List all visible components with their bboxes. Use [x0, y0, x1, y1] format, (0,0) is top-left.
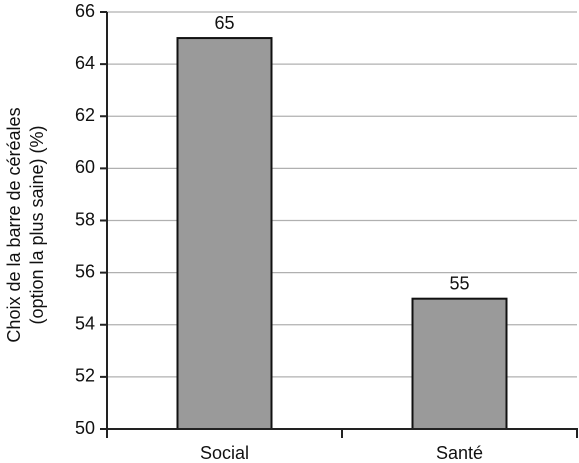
y-tick-label: 52 — [75, 366, 95, 386]
data-label: 55 — [449, 273, 469, 293]
x-tick-label: Santé — [436, 443, 483, 463]
y-axis-title-line: Choix de la barre de céréales — [4, 107, 24, 342]
y-tick-label: 66 — [75, 1, 95, 21]
y-tick-label: 60 — [75, 157, 95, 177]
y-tick-label: 58 — [75, 209, 95, 229]
plot: 65 55 — [176, 13, 508, 430]
y-axis-title-line: (option la plus saine) (%) — [27, 125, 47, 324]
y-axis-title: Choix de la barre de céréales (option la… — [4, 107, 47, 342]
y-tick-label: 64 — [75, 53, 95, 73]
y-tick-label: 56 — [75, 261, 95, 281]
bar — [176, 37, 273, 430]
y-tick-label: 62 — [75, 105, 95, 125]
data-label: 65 — [214, 13, 234, 33]
x-tick-label: Social — [200, 443, 249, 463]
bar — [411, 297, 508, 430]
y-tick-label: 50 — [75, 418, 95, 438]
y-tick-label: 54 — [75, 314, 95, 334]
